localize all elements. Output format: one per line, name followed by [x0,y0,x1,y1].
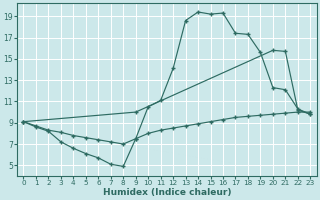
X-axis label: Humidex (Indice chaleur): Humidex (Indice chaleur) [103,188,231,197]
